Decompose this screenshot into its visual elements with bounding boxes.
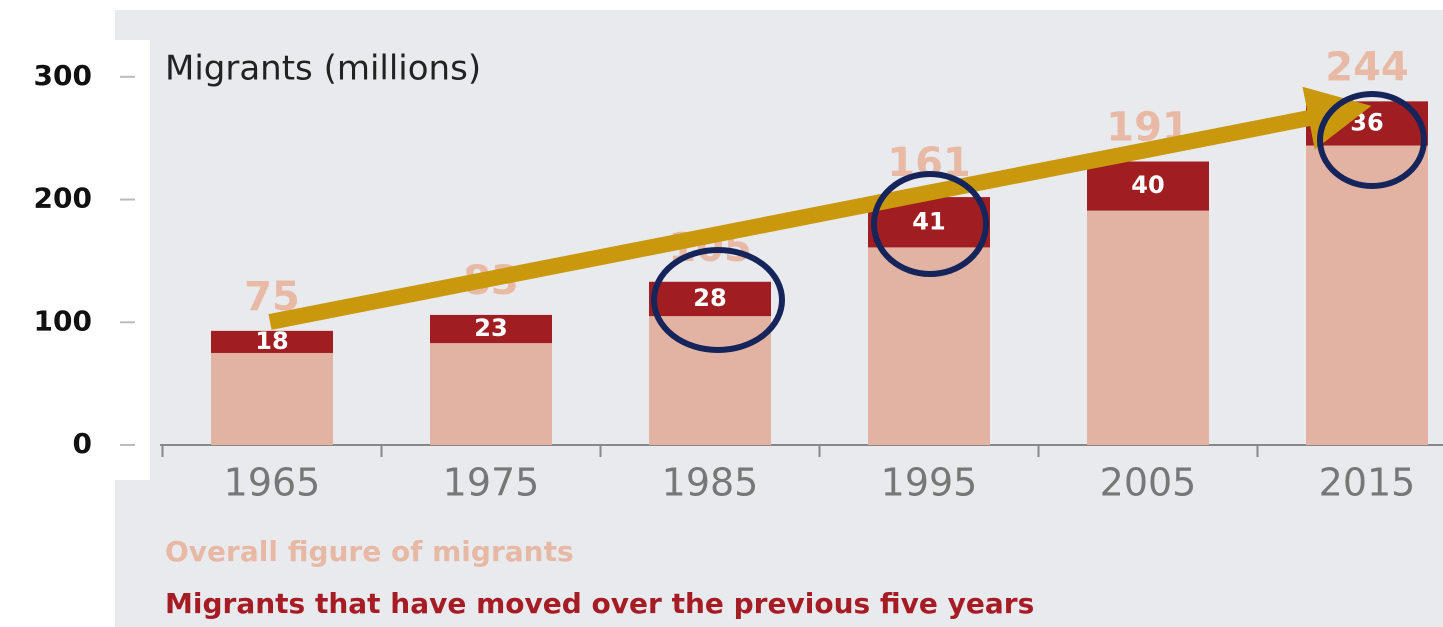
chart-title: Migrants (millions) [165,49,481,89]
trend-arrow [268,86,1372,330]
bar-segment [211,330,333,353]
y-tick-label: 0 [73,427,92,460]
bar-segment [649,316,771,445]
y-tick-label: 100 [34,304,92,337]
legend-entry: Overall figure of migrants [165,535,574,568]
x-tick-label: 2015 [1319,461,1416,505]
legend-entry: Migrants that have moved over the previo… [165,587,1034,620]
bar-segment [1087,210,1209,445]
x-tick-label: 1965 [224,461,321,505]
highlight-circle [871,171,989,277]
x-tick-label: 1985 [662,461,759,505]
x-tick-label: 1995 [881,461,978,505]
segment-label: 28 [693,284,726,312]
bar-segment [868,247,990,445]
segment-label: 41 [912,207,945,235]
segment-label: 23 [474,314,507,342]
bar-segment [1087,161,1209,211]
x-tick-label: 1975 [443,461,540,505]
segment-label: 18 [255,327,288,355]
y-tick-label: 300 [34,59,92,92]
x-tick-label: 2005 [1100,461,1197,505]
total-label: 244 [1325,44,1409,90]
bar-segment [1306,145,1428,445]
bar-segment [430,343,552,445]
segment-label: 40 [1131,171,1164,199]
bar-segment [211,352,333,445]
highlight-circle [1317,91,1427,189]
bar-segment [430,314,552,344]
marks: 0100200300196518751975238319852810519954… [34,44,1443,505]
bar-segment [649,281,771,317]
segment-label: 36 [1350,108,1383,136]
axis-panel [0,40,150,480]
highlight-circle [651,247,785,353]
y-tick-label: 200 [34,182,92,215]
